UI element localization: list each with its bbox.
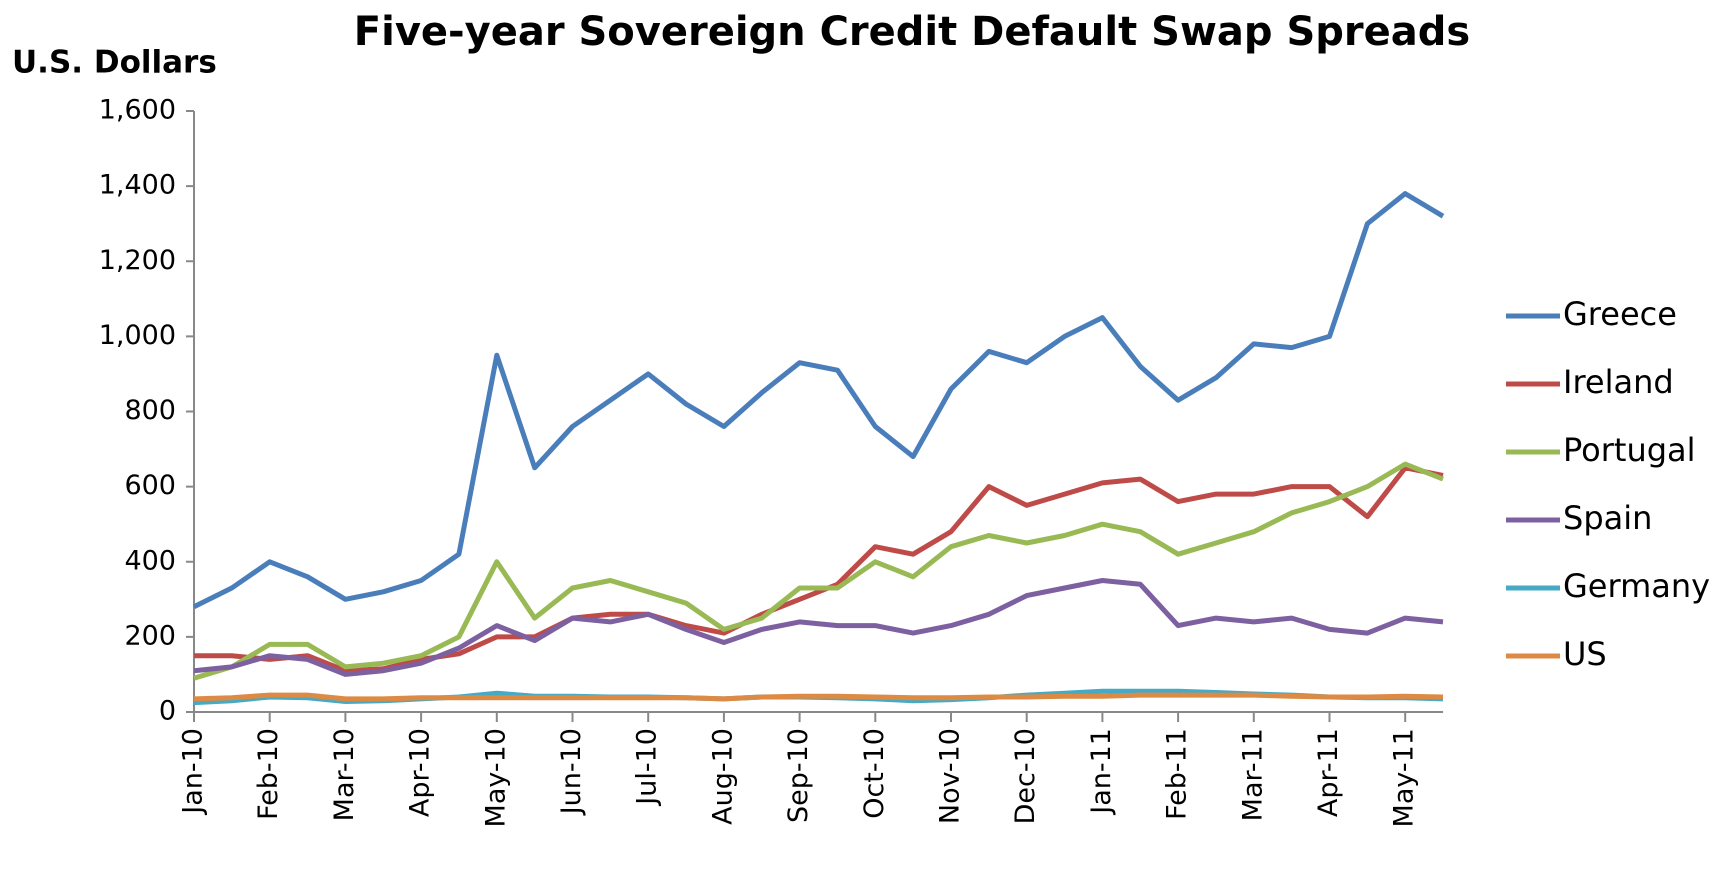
y-tick-label: 0 — [159, 696, 176, 727]
y-tick-label: 1,000 — [99, 320, 176, 351]
x-tick-label: Sep-10 — [783, 728, 814, 823]
series-line — [193, 578, 1444, 677]
y-tick-label: 800 — [124, 395, 176, 426]
x-tick-label: Jun-10 — [556, 728, 587, 816]
y-axis-label: U.S. Dollars — [12, 45, 217, 81]
x-tick-label: Apr-10 — [405, 728, 436, 817]
x-tick-label: Feb-11 — [1162, 728, 1193, 820]
x-tick-label: Dec-10 — [1010, 728, 1041, 824]
y-tick-label: 1,400 — [99, 170, 176, 201]
x-tick-label: Jul-10 — [632, 728, 663, 807]
x-tick-label: Oct-10 — [859, 728, 890, 819]
legend-label: Greece — [1563, 295, 1677, 333]
chart-title: Five-year Sovereign Credit Default Swap … — [354, 9, 1470, 55]
x-tick-label: Nov-10 — [935, 728, 966, 824]
legend-label: Portugal — [1563, 431, 1696, 469]
y-tick-label: 1,200 — [99, 245, 176, 276]
y-tick-label: 600 — [124, 470, 176, 501]
series-line — [193, 461, 1444, 681]
x-tick-label: May-10 — [480, 728, 511, 827]
x-tick-label: Jan-11 — [1086, 728, 1117, 816]
legend-label: Germany — [1563, 567, 1710, 605]
x-tick-label: May-11 — [1389, 728, 1420, 827]
legend-label: Spain — [1563, 499, 1652, 537]
legend-label: Ireland — [1563, 363, 1674, 401]
series-line — [193, 692, 1444, 702]
legend-label: US — [1563, 635, 1607, 673]
x-tick-label: Aug-10 — [707, 728, 738, 825]
x-tick-label: Apr-11 — [1313, 728, 1344, 817]
x-tick-label: Mar-10 — [329, 728, 360, 821]
y-tick-label: 1,600 — [99, 95, 176, 126]
y-tick-label: 200 — [124, 620, 176, 651]
series-line — [192, 191, 1445, 610]
y-tick-label: 400 — [124, 545, 176, 576]
x-tick-label: Feb-10 — [253, 728, 284, 820]
series-line — [194, 465, 1444, 674]
x-tick-label: Jan-10 — [178, 728, 209, 816]
x-tick-label: Mar-11 — [1237, 728, 1268, 821]
